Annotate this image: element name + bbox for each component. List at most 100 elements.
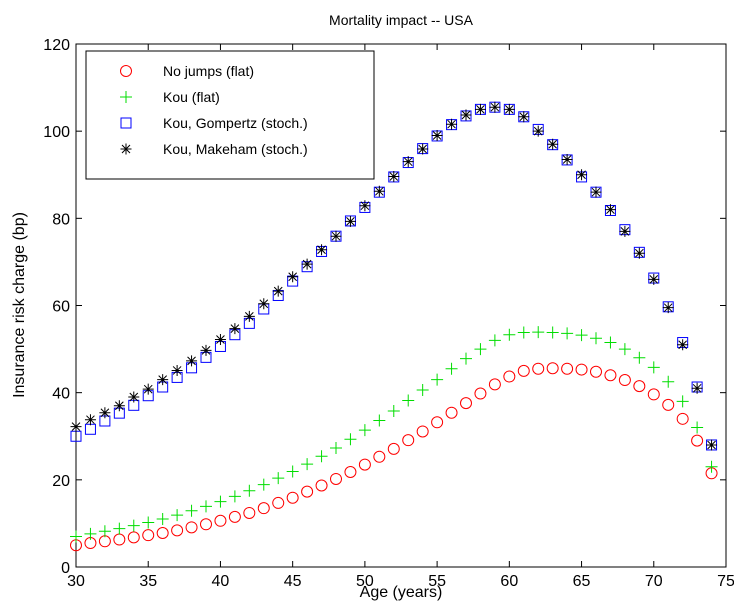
y-tick-label: 20 [52, 473, 70, 490]
data-point [84, 527, 97, 540]
data-point [431, 416, 444, 429]
y-axis-label: Insurance risk charge (bp) [11, 212, 28, 398]
data-point [446, 118, 458, 130]
data-point [561, 327, 574, 340]
data-point [84, 414, 96, 426]
data-point [402, 156, 414, 168]
data-point [171, 364, 183, 376]
data-point [503, 103, 515, 115]
data-point [228, 510, 241, 523]
data-point [127, 531, 140, 544]
data-point [547, 138, 559, 150]
data-point [243, 310, 255, 322]
data-point [532, 326, 545, 339]
data-point [330, 442, 342, 455]
data-point [503, 370, 516, 383]
data-point [402, 434, 415, 447]
data-point [705, 460, 718, 473]
data-point [315, 450, 328, 463]
data-point [257, 502, 270, 515]
legend-entry: Kou, Makeham (stoch.) [163, 141, 308, 157]
legend-marker [120, 117, 132, 129]
data-point [185, 504, 198, 517]
data-point [474, 343, 487, 356]
x-tick-label: 45 [284, 573, 302, 590]
data-point [228, 490, 241, 503]
data-point [272, 285, 284, 297]
data-point [98, 525, 111, 538]
data-point [171, 509, 184, 522]
data-point [330, 230, 342, 242]
data-point [287, 271, 299, 283]
data-point [648, 273, 660, 285]
data-point [691, 434, 704, 447]
data-point [388, 170, 400, 182]
x-axis-label: Age (years) [360, 584, 443, 601]
data-point [488, 378, 501, 391]
data-point [633, 380, 646, 393]
data-point [618, 343, 631, 356]
data-point [633, 351, 646, 364]
data-point [258, 298, 270, 310]
data-point [243, 506, 256, 519]
data-point [662, 375, 675, 388]
data-point [186, 355, 198, 367]
data-point [489, 101, 501, 113]
data-point [532, 362, 545, 375]
x-tick-label: 30 [67, 573, 85, 590]
data-point [330, 472, 342, 485]
data-point [518, 111, 530, 123]
data-point [359, 200, 371, 212]
data-point [633, 247, 645, 259]
data-point [691, 382, 703, 394]
legend-entry: No jumps (flat) [163, 63, 254, 79]
data-point [676, 412, 689, 425]
data-point [316, 244, 328, 256]
data-point [662, 302, 674, 314]
x-tick-label: 50 [356, 573, 374, 590]
legend-marker [120, 91, 132, 103]
data-point [286, 491, 299, 504]
data-point [431, 373, 444, 386]
legend-marker [120, 65, 132, 77]
data-point [488, 334, 501, 347]
data-point [113, 522, 126, 535]
data-point [99, 407, 111, 419]
data-point [70, 421, 82, 433]
data-point [460, 397, 472, 410]
x-tick-label: 35 [139, 573, 157, 590]
y-tick-label: 40 [52, 386, 70, 403]
x-tick-label: 55 [428, 573, 446, 590]
data-point [142, 529, 155, 542]
axis-ticks: 30 35 40 45 50 55 60 65 70 75 0 20 40 60 80 100 120 [43, 37, 734, 590]
data-point [517, 326, 530, 339]
data-point [214, 495, 227, 508]
data-point [417, 143, 429, 155]
data-point [214, 333, 226, 345]
data-point [157, 374, 169, 386]
data-point [373, 450, 386, 463]
data-point [142, 383, 154, 395]
y-tick-label: 100 [43, 124, 70, 141]
data-point [546, 326, 559, 339]
data-point [546, 362, 559, 375]
data-point [590, 365, 602, 378]
data-point [416, 384, 429, 397]
legend-box [85, 50, 375, 180]
legend-marker [120, 143, 132, 155]
series-4 [70, 101, 718, 451]
data-point [286, 465, 299, 478]
data-point [113, 400, 125, 412]
data-point [561, 153, 573, 165]
x-tick-label: 65 [573, 573, 591, 590]
data-point [576, 169, 588, 181]
series-2 [70, 326, 718, 543]
legend: No jumps (flat) Kou (flat) Kou, Gompertz (… [85, 50, 375, 180]
data-point [358, 458, 371, 471]
data-point [272, 472, 285, 485]
data-point [575, 329, 588, 342]
data-point [431, 130, 443, 142]
data-point [243, 484, 256, 497]
data-point [604, 336, 617, 349]
